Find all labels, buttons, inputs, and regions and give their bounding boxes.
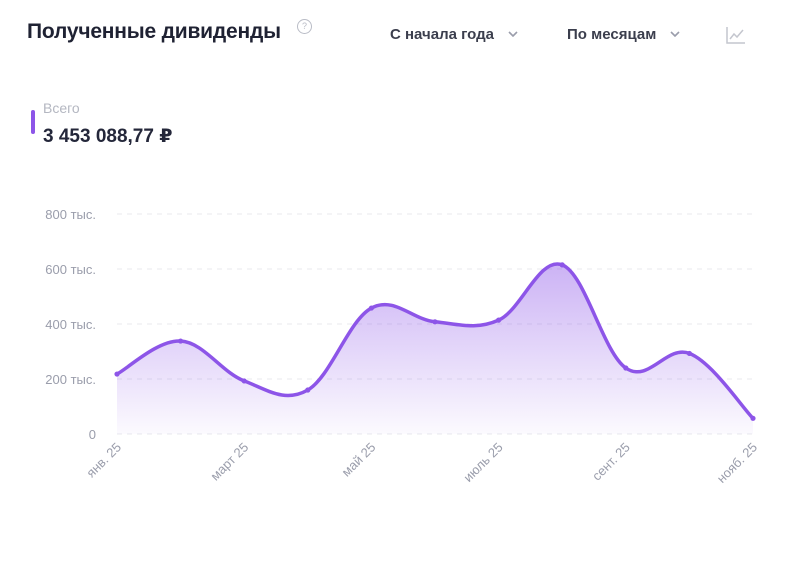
x-tick-label: май 25	[339, 440, 379, 480]
x-tick-label: июль 25	[460, 440, 505, 485]
data-point	[559, 262, 565, 268]
data-point	[241, 378, 247, 384]
data-point	[305, 387, 311, 393]
period-select[interactable]: С начала года	[390, 24, 518, 44]
x-tick-label: сент. 25	[589, 440, 633, 484]
y-tick-label: 200 тыс.	[45, 372, 96, 387]
period-select-label: С начала года	[390, 26, 494, 43]
data-point	[114, 371, 120, 377]
total-label: Всего	[43, 100, 80, 116]
grouping-select[interactable]: По месяцам	[567, 24, 681, 44]
x-tick-label: янв. 25	[83, 440, 124, 481]
total-series-marker	[31, 110, 35, 134]
grouping-select-label: По месяцам	[567, 26, 657, 43]
x-tick-label: март 25	[207, 440, 251, 484]
chevron-down-icon	[670, 24, 681, 41]
y-tick-label: 600 тыс.	[45, 262, 96, 277]
data-point	[623, 365, 629, 371]
data-point	[686, 350, 693, 357]
chevron-down-icon	[508, 24, 518, 41]
y-tick-label: 400 тыс.	[45, 317, 96, 332]
y-tick-label: 0	[89, 427, 96, 442]
dividends-area	[117, 263, 753, 434]
line-chart-icon[interactable]	[726, 26, 746, 49]
total-value: 3 453 088,77 ₽	[43, 126, 173, 147]
data-point	[368, 305, 374, 311]
dividends-chart: 0 200 тыс. 400 тыс. 600 тыс. 800 тыс. янв. 25…	[45, 207, 760, 486]
data-point	[432, 319, 438, 325]
x-tick-label: нояб. 25	[714, 440, 760, 486]
data-point	[750, 415, 756, 421]
page-title: Полученные дивиденды	[27, 20, 281, 43]
help-icon[interactable]: ?	[297, 19, 312, 34]
data-point	[178, 338, 184, 344]
dividends-line	[115, 262, 755, 421]
y-tick-label: 800 тыс.	[45, 207, 96, 222]
data-point	[496, 317, 502, 323]
